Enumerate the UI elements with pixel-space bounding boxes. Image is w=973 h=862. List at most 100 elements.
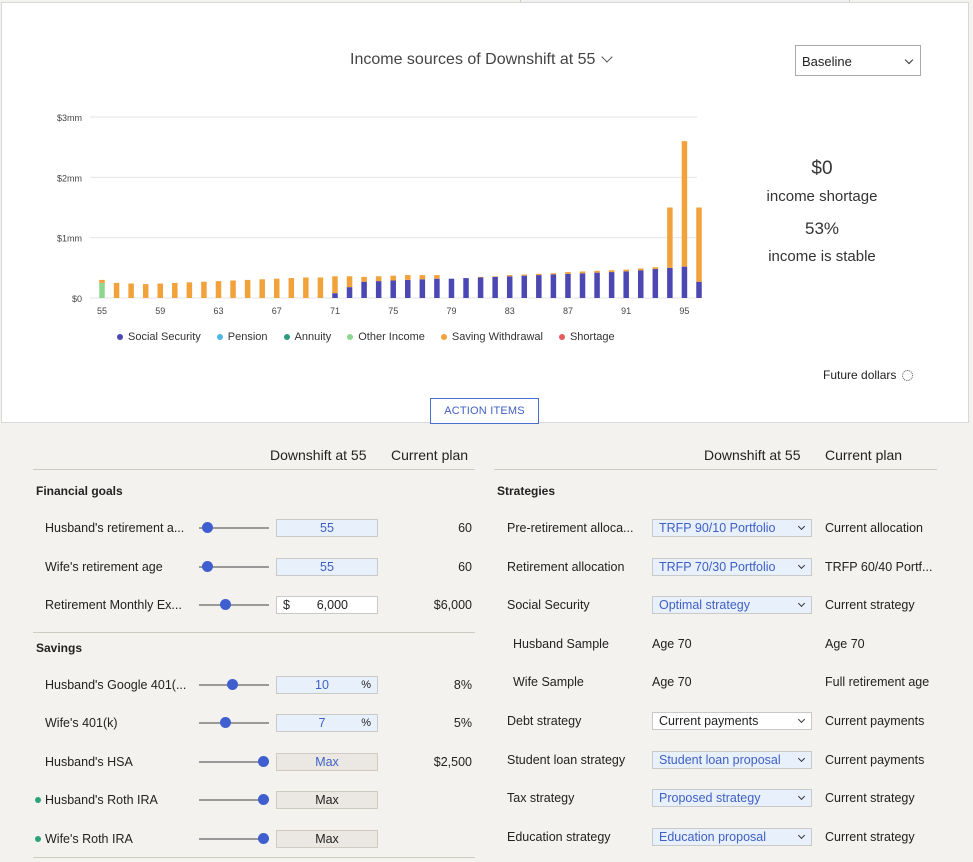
bar-segment (346, 287, 353, 298)
bar-segment (477, 276, 484, 278)
bar-segment (565, 273, 571, 298)
income-chart: $0 $1mm $2mm $3mm 55 59 63 67 71 75 79 83 87 91 95 (57, 113, 702, 316)
scenario-select[interactable]: Baseline (795, 45, 921, 76)
strategy-select[interactable]: Current payments (652, 712, 812, 730)
bar-segment (142, 284, 149, 298)
y-tick-label: $3mm (57, 113, 82, 123)
x-tick-label: 59 (155, 306, 165, 316)
slider[interactable] (199, 522, 269, 534)
bar-segment (696, 207, 702, 282)
value-field[interactable]: Max (276, 791, 378, 809)
slider[interactable] (199, 717, 269, 729)
bar-segment (99, 282, 105, 298)
bar-segment (536, 273, 542, 276)
row-label: Tax strategy (507, 791, 575, 806)
value-field[interactable]: 55 (276, 519, 378, 537)
slider-track (199, 565, 269, 568)
select-value: TRFP 70/30 Portfolio (659, 559, 776, 574)
legend-dot (117, 334, 123, 340)
shortage-value: $0 (811, 158, 833, 179)
current-plan-value: Current allocation (825, 521, 923, 535)
legend-item: Annuity (283, 331, 331, 343)
x-tick-label: 79 (446, 306, 456, 316)
slider[interactable] (199, 794, 269, 806)
strategy-select[interactable]: Student loan proposal (652, 750, 812, 769)
field-value: 6,000 (316, 598, 348, 612)
chart-legend: Social Security Pension Annuity Other Incom… (117, 331, 615, 343)
bar-segment (638, 270, 644, 298)
legend-item: Social Security (117, 331, 201, 343)
current-plan-value: $6,000 (433, 598, 472, 612)
field-value: 55 (320, 521, 334, 535)
status-dot (35, 835, 41, 842)
bar-segment (259, 279, 265, 298)
slider-knob[interactable] (202, 522, 213, 533)
bar-segment (696, 281, 702, 298)
divider (33, 631, 475, 633)
bar-segment (405, 275, 411, 280)
chevron-down-icon (797, 754, 806, 762)
slider[interactable] (199, 832, 269, 845)
bar-segment (652, 269, 659, 298)
bar-segment (186, 282, 193, 298)
bar-segment (419, 275, 426, 280)
field-value: Max (315, 754, 339, 769)
bar-segment (492, 276, 498, 298)
chart-title-dropdown[interactable]: Income sources of Downshift at 55 (350, 51, 614, 69)
slider-knob[interactable] (220, 717, 231, 728)
slider-knob[interactable] (220, 599, 231, 610)
strategy-select[interactable]: TRFP 90/10 Portfolio (652, 519, 812, 537)
gear-icon[interactable] (902, 369, 914, 381)
slider[interactable] (199, 599, 269, 611)
chevron-down-icon (601, 51, 614, 63)
row-label: Student loan strategy (507, 752, 626, 767)
slider-knob[interactable] (258, 832, 269, 844)
slider[interactable] (199, 678, 269, 691)
strategy-select[interactable]: Education proposal (652, 827, 812, 846)
future-dollars-setting[interactable]: Future dollars (823, 368, 914, 382)
strategy-select[interactable]: TRFP 70/30 Portfolio (652, 557, 812, 576)
value-field[interactable]: Max (276, 829, 378, 848)
bar-segment (157, 283, 163, 298)
strategies-section-title: Strategies (497, 484, 556, 498)
slider[interactable] (199, 560, 269, 573)
percent-suffix: % (361, 717, 371, 729)
bar-segment (230, 280, 236, 298)
right-col-scenario: Downshift at 55 (704, 447, 801, 463)
stable-value: 53% (804, 219, 840, 238)
current-plan-value: Current payments (825, 714, 925, 728)
row-label: Retirement allocation (507, 559, 625, 574)
bar-segment (288, 278, 295, 298)
slider-knob[interactable] (258, 755, 269, 767)
value-field[interactable]: 10% (276, 675, 378, 694)
action-items-button[interactable]: ACTION ITEMS (430, 398, 539, 424)
x-tick-label: 63 (213, 306, 223, 316)
select-value: Student loan proposal (659, 752, 781, 767)
value-field[interactable]: 7% (276, 714, 378, 732)
slider[interactable] (199, 755, 269, 768)
bar-segment (215, 281, 222, 298)
bar-segment (448, 278, 455, 298)
bar-segment (361, 276, 367, 282)
row-label: Husband's retirement a... (45, 521, 185, 535)
row-label: Education strategy (507, 829, 611, 844)
chart-title-text: Income sources of Downshift at 55 (350, 51, 596, 68)
row-label: Debt strategy (507, 714, 582, 728)
current-plan-value: 60 (458, 559, 472, 574)
slider-knob[interactable] (227, 678, 238, 690)
bar-segment (128, 283, 134, 298)
slider-track (199, 604, 269, 606)
bar-segment (667, 267, 673, 298)
strategy-select[interactable]: Proposed strategy (652, 789, 812, 808)
strategy-select[interactable]: Optimal strategy (652, 596, 812, 615)
chart-card: Income sources of Downshift at 55 Baseli… (1, 2, 969, 423)
slider-knob[interactable] (258, 794, 269, 805)
value-field[interactable]: $6,000 (276, 596, 378, 614)
bar-segment (681, 141, 688, 267)
section-title: Savings (36, 640, 83, 655)
bar-segment (201, 281, 207, 298)
value-field[interactable]: 55 (276, 557, 378, 576)
value-field[interactable]: Max (276, 752, 378, 771)
bar-segment (419, 279, 426, 298)
slider-knob[interactable] (202, 560, 213, 572)
